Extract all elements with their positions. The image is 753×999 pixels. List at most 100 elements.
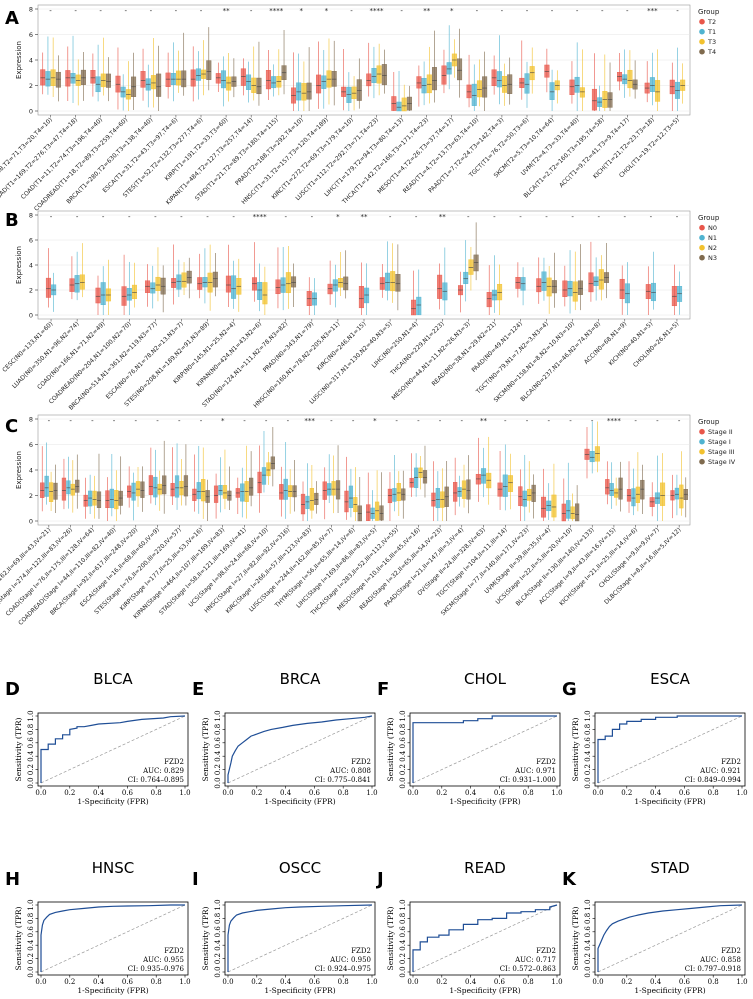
y-tick-label: 0.2	[584, 764, 592, 775]
box-stage-ii	[518, 486, 523, 507]
x-axis-label: 1-Specificity (FPR)	[264, 986, 335, 995]
y-axis-label: Sensitivity (TPR)	[14, 906, 23, 970]
significance-label: -	[650, 213, 653, 221]
box-t3	[529, 66, 535, 81]
box-n3	[212, 271, 218, 288]
x-axis-label: 1-Specificity (FPR)	[449, 986, 520, 995]
x-tick-label: 0.0	[35, 789, 46, 797]
box-stage-i	[566, 500, 571, 519]
significance-label: **	[439, 213, 447, 221]
box-t4	[156, 73, 162, 97]
x-tick-label: CESC(N0=133,N1=60)	[1, 320, 54, 373]
panel-letter: C	[5, 416, 18, 437]
box-n2	[468, 259, 474, 275]
significance-label: -	[551, 7, 554, 15]
box-n2	[572, 281, 578, 302]
significance-label: ****	[253, 213, 268, 221]
legend-entry: Stage IV	[708, 458, 736, 466]
significance-label: -	[49, 7, 52, 15]
roc-curve	[412, 715, 557, 783]
box-stage-i	[502, 474, 508, 497]
significance-label: -	[200, 7, 203, 15]
box-n2	[390, 271, 396, 292]
roc-panel-H: HHNSC0.00.00.20.20.40.40.60.60.80.81.01.…	[5, 859, 191, 995]
box-n0	[225, 275, 231, 293]
box-n0	[358, 286, 364, 309]
box-t1	[649, 77, 655, 92]
box-stage-iv	[422, 470, 428, 484]
significance-label: -	[476, 7, 479, 15]
x-tick-label: 0.0	[592, 978, 603, 986]
significance-label: **	[480, 417, 488, 425]
x-tick-label: LIHC(Stage I=169,II=86,III=83,IV=5)	[295, 526, 378, 609]
legend-swatch	[699, 38, 705, 45]
box-n2	[497, 283, 503, 301]
box-n3	[395, 274, 401, 292]
roc-frame	[594, 901, 746, 976]
box-stage-ii	[431, 492, 436, 507]
y-tick-label: 0.6	[27, 737, 35, 749]
y-tick-label: 0.8	[27, 724, 35, 735]
y-tick-label: 0.4	[584, 750, 592, 762]
box-n1	[231, 275, 237, 299]
ci-label: CI: 0.764–0.895	[128, 776, 184, 784]
roc-panel-G: G ESCA0.00.00.20.20.40.40.60.60.80.81.01.…	[562, 670, 748, 806]
y-axis-label: Expression	[15, 451, 23, 489]
x-tick-label: 0.8	[708, 789, 719, 797]
roc-title: ESCA	[650, 670, 690, 688]
y-tick-label: 0.6	[27, 926, 35, 938]
box-stage-iii	[70, 483, 75, 496]
box-stage-iii	[135, 481, 141, 497]
box-t2	[165, 72, 171, 87]
x-tick-label: 0.8	[708, 978, 719, 986]
significance-label: -	[330, 417, 333, 425]
x-tick-label: 0.6	[494, 789, 506, 797]
box-n0	[437, 274, 443, 299]
box-t1	[549, 82, 555, 100]
box-stage-i	[348, 485, 354, 508]
box-stage-ii	[584, 448, 590, 460]
y-tick-label: 1.0	[27, 710, 35, 721]
box-stage-ii	[300, 493, 306, 515]
x-tick-label: 0.4	[650, 978, 662, 986]
x-tick-label: 1.0	[179, 789, 190, 797]
box-t1	[271, 76, 277, 89]
box-n2	[131, 284, 137, 300]
legend: Group Stage II Stage I Stage III Stage IV	[698, 418, 736, 466]
roc-curve	[227, 904, 373, 972]
box-n0	[95, 287, 101, 304]
ci-label: CI: 0.935–0.976	[128, 965, 185, 973]
significance-label: -	[678, 417, 681, 425]
significance-label: -	[389, 213, 392, 221]
box-t3	[226, 76, 232, 91]
y-tick-label: 0.8	[214, 724, 222, 735]
box-stage-i	[305, 496, 310, 509]
box-n0	[645, 284, 651, 300]
box-t1	[371, 68, 377, 83]
roc-frame	[224, 901, 376, 976]
box-stage-iii	[527, 488, 532, 501]
legend-entry: T3	[707, 38, 716, 46]
box-n0	[45, 277, 51, 298]
box-n0	[562, 280, 568, 297]
box-t4	[80, 69, 86, 85]
model-label: FZD2	[536, 758, 556, 766]
box-n1	[624, 283, 630, 304]
box-n1	[126, 287, 132, 301]
box-t4	[306, 82, 312, 100]
significance-label: -	[178, 417, 181, 425]
box-n0	[536, 278, 542, 293]
y-tick-label: 1.0	[399, 899, 407, 910]
box-t4	[381, 64, 387, 86]
x-tick-label: 0.6	[309, 789, 321, 797]
panel-letter: H	[5, 869, 20, 890]
legend-swatch	[699, 18, 705, 25]
x-tick-label: 0.6	[679, 789, 691, 797]
x-tick-label: 0.0	[592, 789, 603, 797]
significance-label: -	[417, 417, 420, 425]
x-tick-label: 1.0	[179, 978, 190, 986]
significance-label: -	[676, 7, 679, 15]
significance-label: -	[504, 417, 507, 425]
significance-label: -	[91, 417, 94, 425]
significance-label: -	[350, 7, 353, 15]
